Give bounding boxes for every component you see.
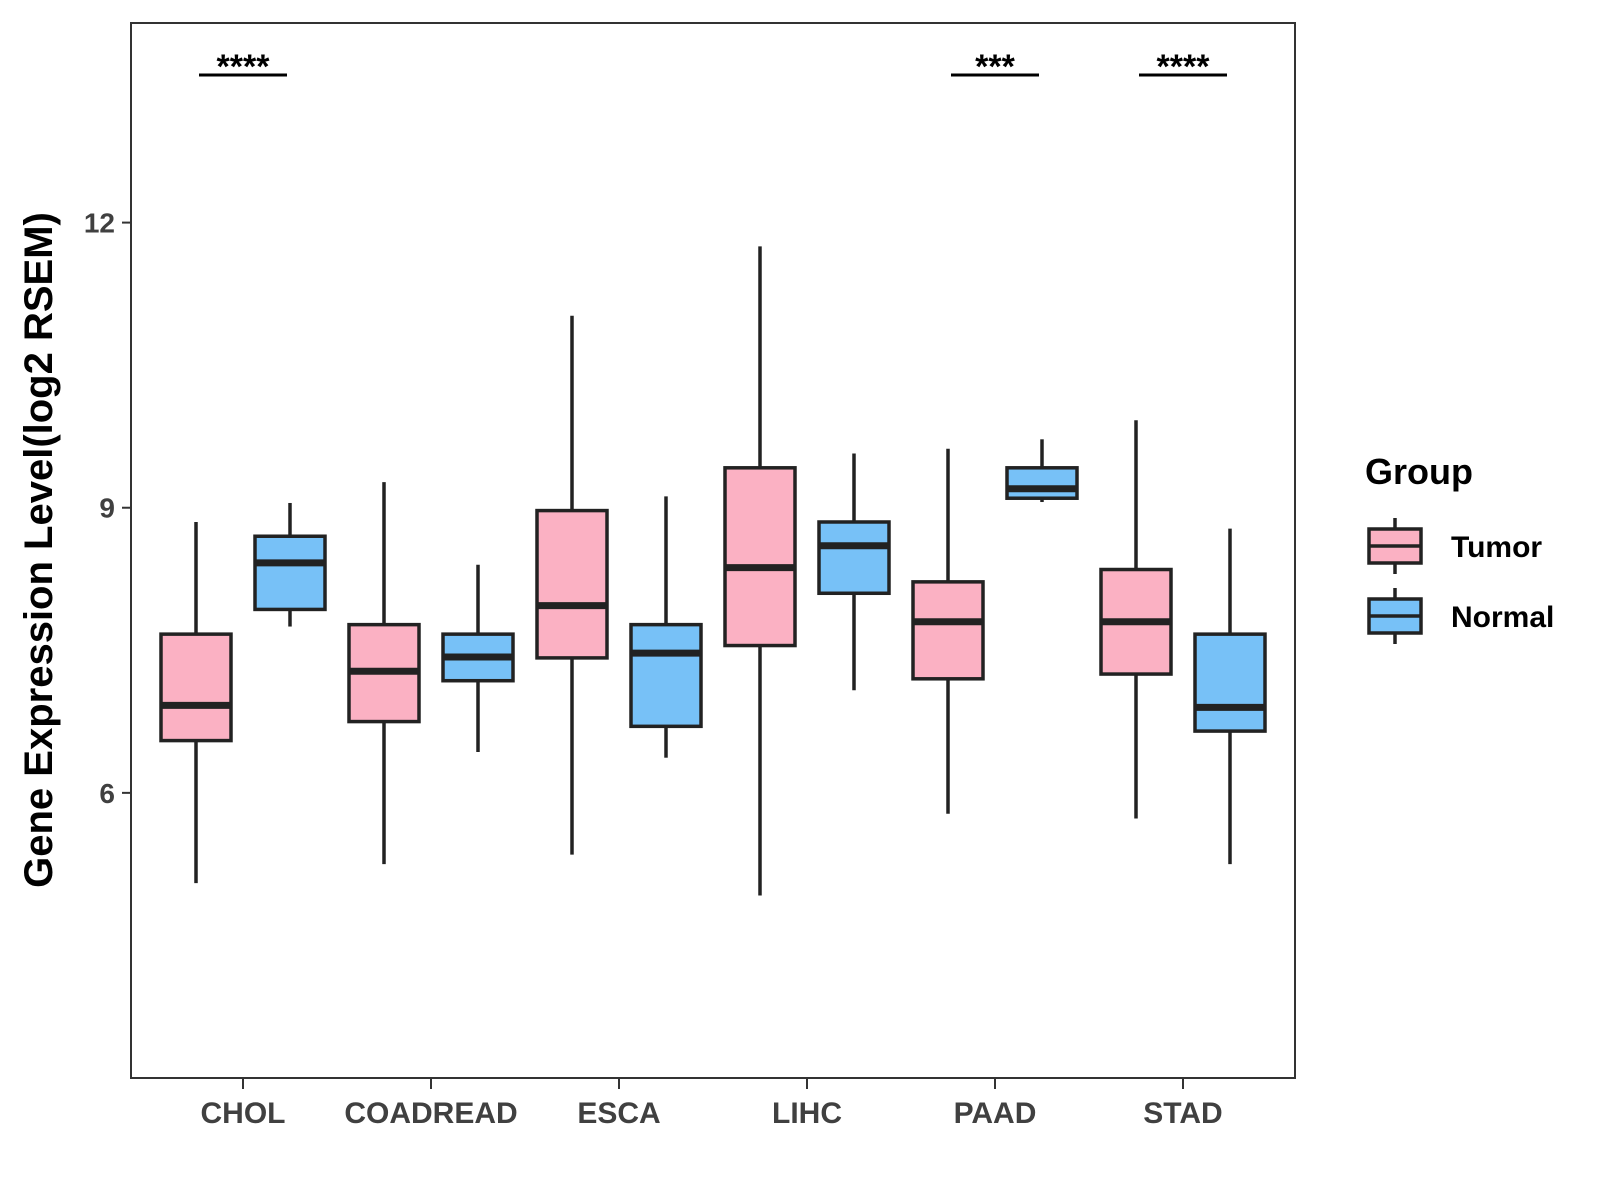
y-axis: 6 9 12: [84, 208, 131, 809]
legend-item-label: Normal: [1451, 601, 1554, 634]
normal-box-lihc: [817, 453, 891, 691]
x-tick-label: STAD: [1143, 1097, 1222, 1130]
significance-annotations: **** *** ****: [199, 48, 1227, 86]
iqr-box: [911, 580, 985, 681]
legend-item-tumor: Tumor: [1367, 518, 1542, 574]
y-tick-label: 9: [99, 493, 115, 524]
x-tick-label: CHOL: [201, 1097, 286, 1130]
significance-label: ****: [217, 48, 271, 86]
normal-box-esca: [629, 496, 703, 758]
legend: Group Tumor Normal: [1365, 451, 1554, 644]
normal-box-paad: [1005, 439, 1079, 503]
significance-label: ***: [975, 48, 1015, 86]
iqr-box: [535, 508, 609, 660]
normal-box-stad: [1193, 528, 1267, 865]
iqr-box: [1005, 466, 1079, 500]
legend-item-normal: Normal: [1367, 588, 1554, 644]
normal-box-coadread: [441, 564, 515, 752]
iqr-box: [723, 466, 797, 648]
normal-box-chol: [253, 502, 327, 627]
iqr-box: [159, 632, 233, 743]
tumor-box-esca: [535, 315, 609, 855]
iqr-box: [629, 622, 703, 729]
x-tick-label: COADREAD: [344, 1097, 517, 1130]
legend-title: Group: [1365, 451, 1473, 492]
x-tick-label: LIHC: [772, 1097, 842, 1130]
x-tick-label: PAAD: [954, 1097, 1037, 1130]
tumor-box-coadread: [347, 482, 421, 865]
y-tick-label: 6: [99, 778, 115, 809]
significance-label: ****: [1157, 48, 1211, 86]
tumor-box-chol: [159, 521, 233, 884]
tumor-box-lihc: [723, 246, 797, 896]
y-tick-label: 12: [84, 208, 115, 239]
iqr-box: [253, 534, 327, 612]
x-axis: CHOL COADREAD ESCA LIHC PAAD STAD: [201, 1078, 1223, 1130]
legend-item-label: Tumor: [1451, 531, 1542, 564]
tumor-box-paad: [911, 448, 985, 814]
iqr-box: [1193, 632, 1267, 733]
x-tick-label: ESCA: [577, 1097, 660, 1130]
tumor-box-stad: [1099, 420, 1173, 819]
iqr-box: [817, 520, 891, 596]
y-axis-title: Gene Expression Level(log2 RSEM): [17, 212, 61, 888]
box-series: [159, 246, 1267, 896]
